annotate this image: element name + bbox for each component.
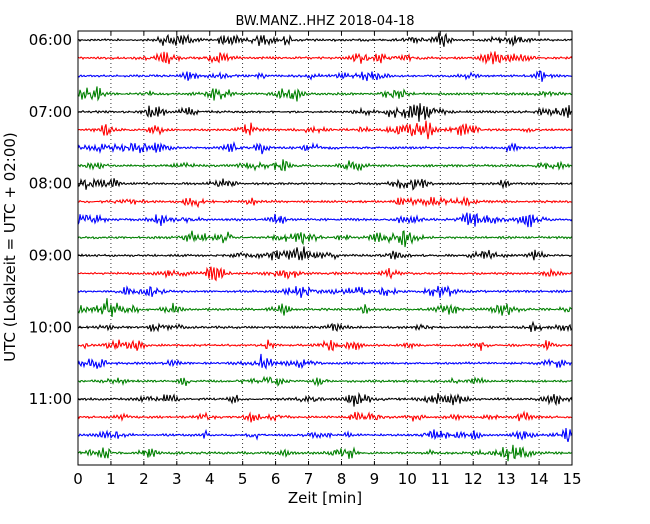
seismic-trace <box>77 353 573 370</box>
x-tick-label: 2 <box>139 470 149 488</box>
seismic-trace <box>77 86 573 102</box>
seismic-trace <box>77 159 573 172</box>
seismic-trace <box>77 177 573 191</box>
y-tick-label: 10:00 <box>29 318 72 336</box>
x-tick-label: 11 <box>431 470 450 488</box>
seismic-trace <box>77 103 573 122</box>
seismic-trace <box>77 339 573 352</box>
y-tick-label: 09:00 <box>29 246 72 264</box>
y-tick-label: 07:00 <box>29 103 72 121</box>
seismic-trace <box>77 246 573 261</box>
seismic-traces <box>77 32 573 462</box>
x-tick-label: 13 <box>497 470 516 488</box>
seismic-trace <box>77 410 573 423</box>
x-tick-label: 1 <box>106 470 116 488</box>
seismic-trace <box>77 230 573 248</box>
x-axis-label: Zeit [min] <box>288 489 362 507</box>
x-tick-label: 15 <box>562 470 581 488</box>
x-tick-label: 7 <box>304 470 314 488</box>
y-tick-label: 06:00 <box>29 31 72 49</box>
seismic-trace <box>77 391 573 407</box>
chart-title: BW.MANZ..HHZ 2018-04-18 <box>235 14 414 29</box>
y-tick-label: 08:00 <box>29 175 72 193</box>
x-tick-label: 8 <box>337 470 347 488</box>
x-tick-label: 0 <box>73 470 83 488</box>
seismic-trace <box>77 428 573 443</box>
x-tick-label: 9 <box>370 470 380 488</box>
y-axis-label: UTC (Lokalzeit = UTC + 02:00) <box>1 132 19 362</box>
x-tick-label: 4 <box>205 470 215 488</box>
seismic-trace <box>77 50 573 65</box>
seismic-trace <box>77 298 573 317</box>
seismic-trace <box>77 375 573 388</box>
y-axis-ticks: 06:00 07:00 08:00 09:00 10:00 11:00 <box>29 31 82 408</box>
x-tick-label: 6 <box>271 470 281 488</box>
seismic-trace <box>77 195 573 209</box>
x-tick-label: 3 <box>172 470 182 488</box>
seismic-trace <box>77 120 573 140</box>
seismic-trace <box>77 32 573 47</box>
seismic-trace <box>77 266 573 282</box>
x-tick-label: 10 <box>398 470 417 488</box>
seismic-trace <box>77 140 573 155</box>
x-axis-ticks: 0 1 2 3 4 5 6 7 8 9 10 11 12 13 14 15 <box>73 31 582 488</box>
plot-frame <box>77 30 573 466</box>
seismic-trace <box>77 69 573 82</box>
seismic-trace <box>77 212 573 228</box>
x-tick-label: 14 <box>530 470 549 488</box>
x-tick-label: 12 <box>464 470 483 488</box>
seismic-trace <box>77 285 573 298</box>
grid-lines <box>110 31 540 465</box>
seismic-trace <box>77 444 573 462</box>
x-tick-label: 5 <box>238 470 248 488</box>
y-tick-label: 11:00 <box>29 390 72 408</box>
seismic-trace <box>77 320 573 333</box>
